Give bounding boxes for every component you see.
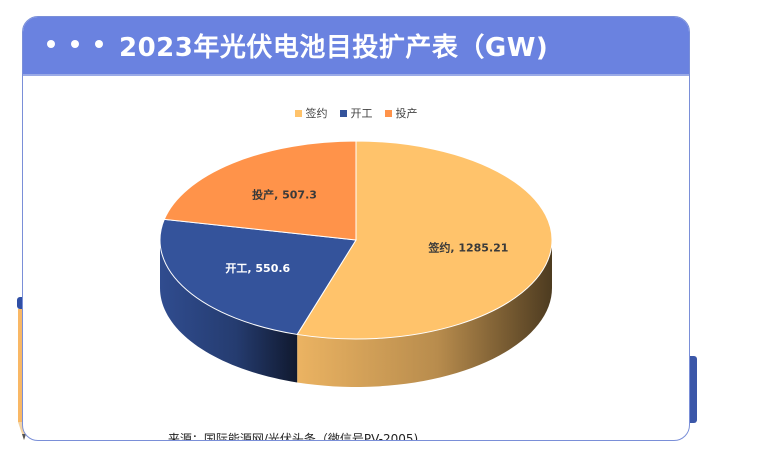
legend-item-started: 开工 xyxy=(339,105,373,121)
chart-title: 2023年光伏电池目投扩产表（GW) xyxy=(119,33,549,63)
data-label-signed: 签约, 1285.21 xyxy=(427,241,508,255)
legend-label-signed: 签约 xyxy=(305,107,328,120)
chart-legend: 签约 开工 投产 xyxy=(23,105,689,121)
source-note: 来源：国际能源网/光伏头条（微信号PV-2005) xyxy=(167,432,419,441)
legend-item-production: 投产 xyxy=(384,105,418,121)
pie-slice-production xyxy=(163,140,357,241)
header-dots xyxy=(47,40,103,48)
pie-side-started xyxy=(160,240,298,383)
legend-label-started: 开工 xyxy=(350,107,373,120)
legend-swatch-signed xyxy=(294,109,302,117)
dot-icon xyxy=(47,40,55,48)
card-header: 2023年光伏电池目投扩产表（GW) xyxy=(23,17,689,74)
legend-item-signed: 签约 xyxy=(294,105,328,121)
data-label-production: 投产, 507.3 xyxy=(252,187,317,201)
dot-icon xyxy=(95,40,103,48)
side-tab-decoration xyxy=(690,356,697,423)
pie-chart: 签约, 1285.21 开工, 550.6 投产, 507.3 xyxy=(159,140,553,387)
pie-side-signed xyxy=(297,240,552,387)
dot-icon xyxy=(71,40,79,48)
chart-card: 2023年光伏电池目投扩产表（GW) 签约 开工 投产 签约, 1285.21 开… xyxy=(22,16,690,441)
pie-slice-signed xyxy=(296,140,553,340)
data-label-started: 开工, 550.6 xyxy=(225,262,290,275)
legend-swatch-started xyxy=(339,109,347,117)
legend-label-production: 投产 xyxy=(395,107,418,120)
legend-swatch-production xyxy=(384,109,392,117)
header-divider xyxy=(23,74,689,76)
pie-slice-started xyxy=(159,218,357,335)
